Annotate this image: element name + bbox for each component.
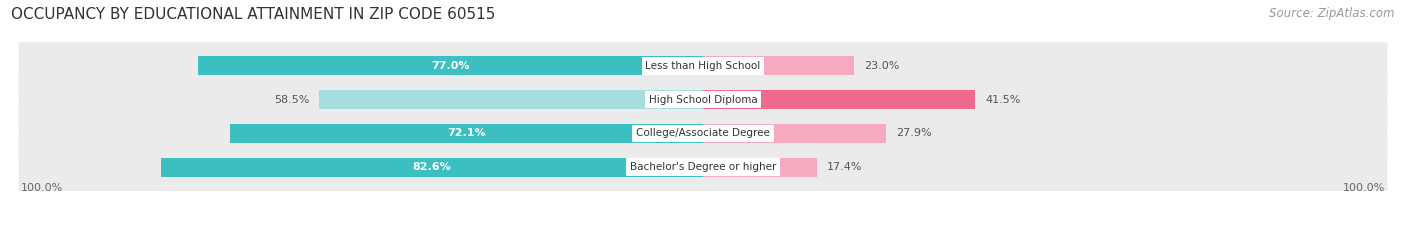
Bar bbox=[231, 124, 703, 143]
FancyBboxPatch shape bbox=[18, 69, 1388, 130]
Bar bbox=[319, 90, 703, 109]
Text: Less than High School: Less than High School bbox=[645, 61, 761, 71]
Bar bbox=[703, 158, 817, 177]
Text: 17.4%: 17.4% bbox=[827, 162, 862, 172]
FancyBboxPatch shape bbox=[18, 103, 1388, 164]
Bar bbox=[198, 56, 703, 75]
Text: 82.6%: 82.6% bbox=[412, 162, 451, 172]
Text: 100.0%: 100.0% bbox=[21, 183, 63, 193]
Text: 100.0%: 100.0% bbox=[1343, 183, 1385, 193]
Bar bbox=[703, 56, 853, 75]
Text: OCCUPANCY BY EDUCATIONAL ATTAINMENT IN ZIP CODE 60515: OCCUPANCY BY EDUCATIONAL ATTAINMENT IN Z… bbox=[11, 7, 496, 22]
Text: 72.1%: 72.1% bbox=[447, 128, 486, 138]
Text: 41.5%: 41.5% bbox=[986, 95, 1021, 105]
Bar bbox=[162, 158, 703, 177]
Text: 58.5%: 58.5% bbox=[274, 95, 309, 105]
Text: High School Diploma: High School Diploma bbox=[648, 95, 758, 105]
FancyBboxPatch shape bbox=[18, 137, 1388, 198]
Bar bbox=[703, 124, 886, 143]
Text: 27.9%: 27.9% bbox=[896, 128, 932, 138]
Text: 23.0%: 23.0% bbox=[863, 61, 898, 71]
Text: Source: ZipAtlas.com: Source: ZipAtlas.com bbox=[1270, 7, 1395, 20]
Bar bbox=[703, 90, 976, 109]
Text: Bachelor's Degree or higher: Bachelor's Degree or higher bbox=[630, 162, 776, 172]
FancyBboxPatch shape bbox=[18, 35, 1388, 96]
Text: College/Associate Degree: College/Associate Degree bbox=[636, 128, 770, 138]
Text: 77.0%: 77.0% bbox=[432, 61, 470, 71]
